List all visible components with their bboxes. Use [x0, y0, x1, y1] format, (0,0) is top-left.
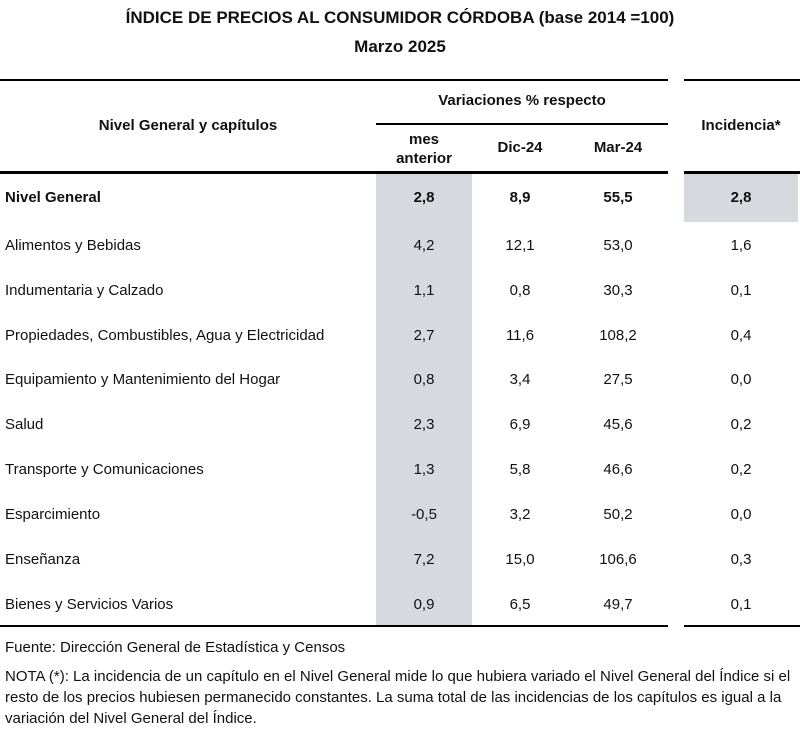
cell-incidencia: 0,0 [730, 371, 752, 388]
table-row: Equipamiento y Mantenimiento del Hogar 0,… [0, 370, 800, 415]
source-note: Fuente: Dirección General de Estadística… [5, 639, 346, 656]
header-incidencia: Incidencia* [701, 117, 781, 134]
cell-incidencia: 0,3 [730, 551, 752, 568]
cell-mes-anterior: 1,1 [413, 282, 435, 299]
header-mes-anterior-line2: anterior [396, 150, 452, 167]
cell-mar-24: 55,5 [603, 189, 633, 206]
cell-incidencia: 0,2 [730, 461, 752, 478]
cell-mar-24: 50,2 [603, 506, 633, 523]
cell-dic-24: 3,4 [509, 371, 531, 388]
table-row: Alimentos y Bebidas 4,2 12,1 53,0 1,6 [0, 236, 800, 281]
rule-header-bottom [0, 171, 668, 174]
cell-dic-24: 8,9 [509, 189, 531, 206]
cell-mar-24: 30,3 [603, 282, 633, 299]
table-row: Propiedades, Combustibles, Agua y Electr… [0, 326, 800, 371]
cell-dic-24: 6,9 [509, 416, 531, 433]
cell-incidencia: 0,4 [730, 327, 752, 344]
cell-mes-anterior: 4,2 [413, 237, 435, 254]
cell-mar-24: 46,6 [603, 461, 633, 478]
table-row-nivel-general: Nivel General 2,8 8,9 55,5 2,8 [0, 188, 800, 233]
row-label: Enseñanza [5, 551, 81, 568]
cell-mar-24: 106,6 [599, 551, 637, 568]
row-label: Nivel General [5, 189, 101, 206]
rule-bottom-incidencia [684, 625, 800, 627]
table-row: Bienes y Servicios Varios 0,9 6,5 49,7 0,1 [0, 595, 800, 640]
cell-dic-24: 3,2 [509, 506, 531, 523]
table-row: Indumentaria y Calzado 1,1 0,8 30,3 0,1 [0, 281, 800, 326]
cell-mes-anterior: 7,2 [413, 551, 435, 568]
page-title: ÍNDICE DE PRECIOS AL CONSUMIDOR CÓRDOBA … [125, 8, 675, 27]
table-row: Esparcimiento -0,5 3,2 50,2 0,0 [0, 505, 800, 550]
cell-incidencia: 1,6 [730, 237, 752, 254]
cell-dic-24: 6,5 [509, 596, 531, 613]
table-row: Enseñanza 7,2 15,0 106,6 0,3 [0, 550, 800, 595]
cell-mes-anterior: 0,9 [413, 596, 435, 613]
cell-dic-24: 15,0 [505, 551, 535, 568]
cell-dic-24: 12,1 [505, 237, 535, 254]
cell-dic-24: 5,8 [509, 461, 531, 478]
cell-mar-24: 45,6 [603, 416, 633, 433]
cell-mes-anterior: 2,7 [413, 327, 435, 344]
header-row-label: Nivel General y capítulos [98, 117, 278, 134]
cell-dic-24: 11,6 [505, 327, 535, 344]
cell-mar-24: 27,5 [603, 371, 633, 388]
page-subtitle: Marzo 2025 [354, 37, 446, 56]
header-mes-anterior-line1: mes [408, 131, 440, 148]
cell-mes-anterior: -0,5 [411, 506, 437, 523]
row-label: Salud [5, 416, 44, 433]
cell-mar-24: 49,7 [603, 596, 633, 613]
rule-header-bottom-incidencia [684, 171, 800, 174]
row-label: Alimentos y Bebidas [5, 237, 141, 254]
cell-incidencia: 0,1 [730, 596, 752, 613]
row-label: Transporte y Comunicaciones [5, 461, 204, 478]
cell-incidencia: 0,0 [730, 506, 752, 523]
footnote: NOTA (*): La incidencia de un capítulo e… [5, 668, 791, 727]
header-mar-24: Mar-24 [593, 139, 643, 156]
table-row: Salud 2,3 6,9 45,6 0,2 [0, 415, 800, 460]
row-label: Propiedades, Combustibles, Agua y Electr… [5, 327, 325, 344]
cell-dic-24: 0,8 [509, 282, 531, 299]
cell-incidencia: 2,8 [730, 189, 752, 206]
row-label: Bienes y Servicios Varios [5, 596, 174, 613]
cell-incidencia: 0,2 [730, 416, 752, 433]
highlight-incidencia-general [684, 174, 798, 222]
header-group: Variaciones % respecto [438, 92, 606, 109]
rule-group [376, 123, 668, 125]
cell-mes-anterior: 1,3 [413, 461, 435, 478]
table-row: Transporte y Comunicaciones 1,3 5,8 46,6 0,2 [0, 460, 800, 505]
row-label: Equipamiento y Mantenimiento del Hogar [5, 371, 281, 388]
header-dic-24: Dic-24 [497, 139, 543, 156]
row-label: Esparcimiento [5, 506, 101, 523]
cell-mar-24: 53,0 [603, 237, 633, 254]
cell-mar-24: 108,2 [599, 327, 637, 344]
row-label: Indumentaria y Calzado [5, 282, 164, 299]
rule-bottom [0, 625, 668, 627]
cell-mes-anterior: 2,8 [413, 189, 435, 206]
cell-mes-anterior: 2,3 [413, 416, 435, 433]
cell-incidencia: 0,1 [730, 282, 752, 299]
cell-mes-anterior: 0,8 [413, 371, 435, 388]
highlight-column-mes-anterior [376, 174, 472, 625]
rule-top-incidencia [684, 79, 800, 81]
rule-top [0, 79, 668, 81]
header-mes-anterior: mes anterior [376, 130, 472, 168]
